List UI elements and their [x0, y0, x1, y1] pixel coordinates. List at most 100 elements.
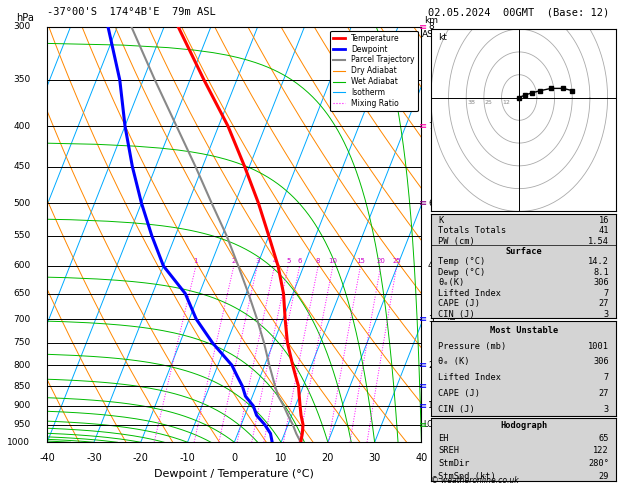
Text: 4: 4 [272, 258, 277, 264]
Text: ≡: ≡ [419, 419, 426, 430]
Text: Most Unstable: Most Unstable [489, 326, 558, 335]
Text: km: km [424, 16, 438, 25]
Text: Totals Totals: Totals Totals [438, 226, 506, 235]
Text: -40: -40 [39, 452, 55, 463]
Text: 600: 600 [13, 261, 30, 270]
Text: Surface: Surface [505, 247, 542, 256]
Text: 1001: 1001 [588, 342, 609, 350]
Text: Lifted Index: Lifted Index [438, 373, 501, 382]
Text: 8: 8 [428, 22, 433, 31]
Text: ≡: ≡ [419, 314, 426, 324]
Text: 500: 500 [13, 199, 30, 208]
Text: © weatheronline.co.uk: © weatheronline.co.uk [431, 476, 518, 485]
Text: StmSpd (kt): StmSpd (kt) [438, 471, 496, 481]
Text: hPa: hPa [16, 13, 34, 22]
Text: 10: 10 [328, 258, 337, 264]
Text: -37°00'S  174°4B'E  79m ASL: -37°00'S 174°4B'E 79m ASL [47, 7, 216, 17]
Text: 8.1: 8.1 [593, 268, 609, 277]
Text: LCL: LCL [423, 420, 437, 429]
Text: 7: 7 [428, 122, 433, 131]
Text: 2: 2 [428, 361, 433, 370]
Text: -10: -10 [180, 452, 196, 463]
Text: 750: 750 [13, 338, 30, 347]
Text: StmDir: StmDir [438, 459, 470, 468]
Text: 38: 38 [467, 100, 475, 105]
Text: 65: 65 [599, 434, 609, 443]
Text: 10: 10 [275, 452, 287, 463]
Text: 800: 800 [13, 361, 30, 370]
Text: 2: 2 [231, 258, 236, 264]
Text: PW (cm): PW (cm) [438, 237, 475, 245]
Text: 6: 6 [428, 199, 433, 208]
Text: 550: 550 [13, 231, 30, 241]
Text: -30: -30 [86, 452, 102, 463]
Text: Mixing Ratio (g/kg): Mixing Ratio (g/kg) [448, 260, 458, 333]
Text: ≡: ≡ [419, 401, 426, 411]
Text: CIN (J): CIN (J) [438, 405, 475, 414]
Text: 3: 3 [428, 314, 433, 324]
Text: 3: 3 [255, 258, 260, 264]
Text: 27: 27 [599, 299, 609, 308]
Text: -20: -20 [133, 452, 148, 463]
Text: 700: 700 [13, 314, 30, 324]
Text: 4: 4 [428, 261, 433, 270]
Text: 306: 306 [593, 357, 609, 366]
Text: ≡: ≡ [419, 22, 426, 32]
Text: Pressure (mb): Pressure (mb) [438, 342, 506, 350]
Text: 350: 350 [13, 75, 30, 85]
Text: ≡: ≡ [419, 121, 426, 131]
Text: θₑ(K): θₑ(K) [438, 278, 465, 287]
Text: θₑ (K): θₑ (K) [438, 357, 470, 366]
Text: 1: 1 [428, 401, 433, 410]
Text: 7: 7 [604, 289, 609, 298]
Text: 30: 30 [369, 452, 381, 463]
Text: 41: 41 [599, 226, 609, 235]
Text: ≡: ≡ [419, 381, 426, 391]
Text: EH: EH [438, 434, 448, 443]
Text: 650: 650 [13, 289, 30, 298]
Text: 27: 27 [599, 389, 609, 398]
Text: Lifted Index: Lifted Index [438, 289, 501, 298]
Text: 280°: 280° [588, 459, 609, 468]
Text: 900: 900 [13, 401, 30, 410]
Text: 3: 3 [604, 405, 609, 414]
Text: 12: 12 [503, 100, 510, 105]
Text: CAPE (J): CAPE (J) [438, 299, 481, 308]
Text: 1.54: 1.54 [588, 237, 609, 245]
Text: 7: 7 [604, 373, 609, 382]
Text: Dewpoint / Temperature (°C): Dewpoint / Temperature (°C) [154, 469, 314, 479]
Text: 15: 15 [356, 258, 365, 264]
Text: 122: 122 [593, 446, 609, 455]
Text: 450: 450 [13, 162, 30, 171]
Text: 850: 850 [13, 382, 30, 391]
Text: 16: 16 [599, 216, 609, 225]
Text: 8: 8 [316, 258, 320, 264]
Text: 14.2: 14.2 [588, 258, 609, 266]
Text: 02.05.2024  00GMT  (Base: 12): 02.05.2024 00GMT (Base: 12) [428, 7, 609, 17]
Text: 0: 0 [231, 452, 237, 463]
Text: CIN (J): CIN (J) [438, 310, 475, 319]
Text: 25: 25 [392, 258, 401, 264]
Text: 6: 6 [298, 258, 302, 264]
Text: CAPE (J): CAPE (J) [438, 389, 481, 398]
Text: SREH: SREH [438, 446, 459, 455]
Text: Dewp (°C): Dewp (°C) [438, 268, 486, 277]
Text: K: K [438, 216, 443, 225]
Text: Temp (°C): Temp (°C) [438, 258, 486, 266]
Text: 950: 950 [13, 420, 30, 429]
Text: 1000: 1000 [8, 438, 30, 447]
Text: kt: kt [438, 33, 447, 42]
Text: 300: 300 [13, 22, 30, 31]
Text: ASL: ASL [422, 30, 439, 39]
Text: ≡: ≡ [419, 198, 426, 208]
Text: ≡: ≡ [419, 360, 426, 370]
Legend: Temperature, Dewpoint, Parcel Trajectory, Dry Adiabat, Wet Adiabat, Isotherm, Mi: Temperature, Dewpoint, Parcel Trajectory… [330, 31, 418, 111]
Text: 40: 40 [415, 452, 428, 463]
Text: 20: 20 [376, 258, 385, 264]
Text: 3: 3 [604, 310, 609, 319]
Text: 5: 5 [286, 258, 291, 264]
Text: 25: 25 [485, 100, 493, 105]
Text: 400: 400 [13, 122, 30, 131]
Text: 1: 1 [194, 258, 198, 264]
Text: 29: 29 [599, 471, 609, 481]
